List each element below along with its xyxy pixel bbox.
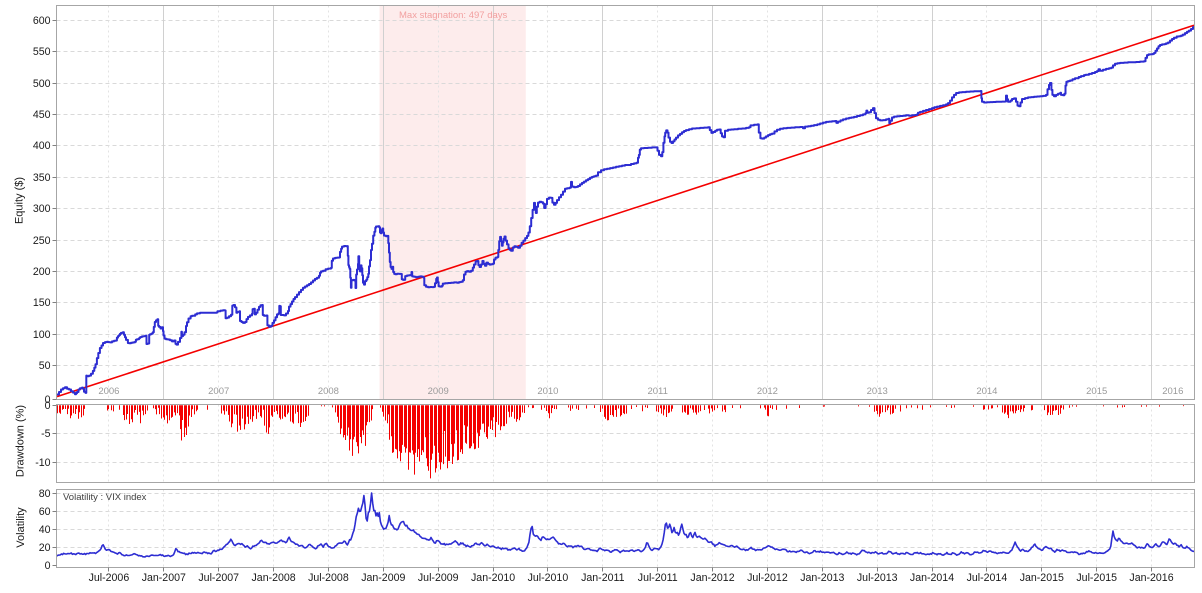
- svg-text:20: 20: [39, 542, 51, 554]
- svg-text:200: 200: [33, 266, 51, 278]
- svg-text:Jul-2012: Jul-2012: [747, 572, 788, 584]
- svg-text:50: 50: [39, 360, 51, 372]
- svg-text:600: 600: [33, 15, 51, 27]
- svg-text:0: 0: [45, 400, 51, 412]
- svg-text:100: 100: [33, 329, 51, 341]
- svg-text:2015: 2015: [1086, 386, 1107, 397]
- svg-text:Jan-2011: Jan-2011: [581, 572, 624, 584]
- svg-text:2006: 2006: [98, 386, 119, 397]
- svg-text:Jul-2007: Jul-2007: [198, 572, 239, 584]
- svg-text:400: 400: [33, 140, 51, 152]
- svg-text:0: 0: [45, 394, 51, 406]
- svg-text:40: 40: [39, 524, 51, 536]
- svg-text:250: 250: [33, 235, 51, 247]
- svg-text:2007: 2007: [208, 386, 229, 397]
- svg-text:300: 300: [33, 203, 51, 215]
- svg-text:0: 0: [45, 560, 51, 572]
- svg-text:2014: 2014: [976, 386, 997, 397]
- svg-text:Jan-2007: Jan-2007: [142, 572, 186, 584]
- svg-text:2011: 2011: [647, 386, 667, 397]
- svg-text:Jan-2015: Jan-2015: [1020, 572, 1064, 584]
- svg-text:Jan-2016: Jan-2016: [1129, 572, 1173, 584]
- svg-text:60: 60: [39, 506, 51, 518]
- svg-text:2016: 2016: [1162, 386, 1183, 397]
- svg-text:550: 550: [33, 46, 51, 58]
- svg-text:Jul-2015: Jul-2015: [1076, 572, 1117, 584]
- svg-text:2013: 2013: [867, 386, 888, 397]
- svg-text:450: 450: [33, 109, 51, 121]
- svg-text:Drawdown (%): Drawdown (%): [15, 405, 27, 477]
- svg-text:Jan-2014: Jan-2014: [910, 572, 954, 584]
- svg-text:Equity ($): Equity ($): [14, 177, 26, 224]
- svg-text:-5: -5: [41, 428, 51, 440]
- svg-text:Jul-2013: Jul-2013: [857, 572, 898, 584]
- svg-text:Volatility: Volatility: [15, 507, 27, 548]
- svg-text:2012: 2012: [757, 386, 778, 397]
- svg-text:Jul-2011: Jul-2011: [638, 572, 678, 584]
- svg-text:2008: 2008: [318, 386, 339, 397]
- svg-text:2010: 2010: [537, 386, 558, 397]
- svg-text:Jan-2010: Jan-2010: [471, 572, 515, 584]
- svg-text:Jan-2009: Jan-2009: [361, 572, 405, 584]
- svg-text:Jul-2009: Jul-2009: [418, 572, 459, 584]
- svg-text:Jan-2008: Jan-2008: [252, 572, 296, 584]
- svg-text:-10: -10: [35, 457, 50, 469]
- svg-text:2009: 2009: [428, 386, 449, 397]
- svg-text:Jan-2013: Jan-2013: [800, 572, 844, 584]
- svg-text:Jul-2010: Jul-2010: [528, 572, 569, 584]
- svg-text:350: 350: [33, 172, 51, 184]
- svg-text:500: 500: [33, 78, 51, 90]
- svg-text:Max stagnation: 497 days: Max stagnation: 497 days: [399, 10, 508, 21]
- svg-text:Jul-2008: Jul-2008: [308, 572, 349, 584]
- svg-text:80: 80: [39, 488, 51, 500]
- svg-text:Jul-2006: Jul-2006: [89, 572, 130, 584]
- svg-text:150: 150: [33, 297, 51, 309]
- svg-text:Jan-2012: Jan-2012: [690, 572, 734, 584]
- svg-text:Jul-2014: Jul-2014: [967, 572, 1008, 584]
- svg-text:Volatility : VIX index: Volatility : VIX index: [63, 492, 147, 503]
